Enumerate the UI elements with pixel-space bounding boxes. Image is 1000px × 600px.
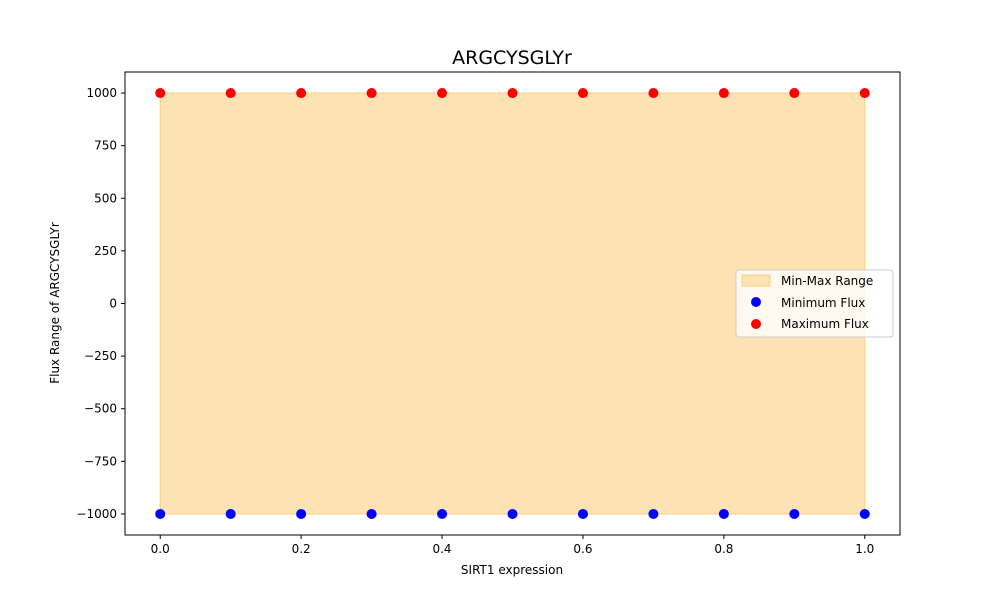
y-tick-label: 500 (94, 191, 117, 205)
minimum-flux-point (718, 508, 729, 519)
y-tick-label: 750 (94, 139, 117, 153)
legend-marker-maximum-flux (751, 319, 761, 329)
maximum-flux-point (507, 88, 518, 99)
y-tick-label: 0 (109, 297, 117, 311)
maximum-flux-point (366, 88, 377, 99)
y-tick-label: 1000 (86, 86, 117, 100)
x-tick-label: 0.6 (573, 542, 592, 556)
maximum-flux-point (577, 88, 588, 99)
chart-title: ARGCYSGLYr (452, 47, 572, 69)
maximum-flux-point (789, 88, 800, 99)
y-tick-label: 250 (94, 244, 117, 258)
y-axis-label: Flux Range of ARGCYSGLYr (48, 222, 62, 384)
legend: Min-Max Range Minimum Flux Maximum Flux (735, 269, 894, 338)
minimum-flux-point (296, 508, 307, 519)
y-tick-label: −250 (84, 349, 117, 363)
maximum-flux-point (718, 88, 729, 99)
y-tick-label: −1000 (76, 507, 117, 521)
x-tick-label: 0.8 (714, 542, 733, 556)
minimum-flux-point (155, 508, 166, 519)
y-tick-label: −500 (84, 402, 117, 416)
x-tick-label: 0.0 (151, 542, 170, 556)
minimum-flux-point (577, 508, 588, 519)
legend-label-minimum-flux: Minimum Flux (781, 296, 865, 310)
minimum-flux-point (437, 508, 448, 519)
maximum-flux-point (437, 88, 448, 99)
x-tick-label: 0.2 (292, 542, 311, 556)
x-tick-label: 1.0 (855, 542, 874, 556)
minimum-flux-point (225, 508, 236, 519)
minimum-flux-point (507, 508, 518, 519)
plot-area (155, 88, 870, 519)
legend-frame (735, 269, 894, 338)
axes: 0.0 0.2 0.4 0.6 0.8 1.0 −1000 −750 −500 −250 0 250 5… (76, 71, 901, 556)
maximum-flux-point (648, 88, 659, 99)
minimum-flux-point (859, 508, 870, 519)
x-tick-label: 0.4 (432, 542, 451, 556)
maximum-flux-point (296, 88, 307, 99)
minimum-flux-point (789, 508, 800, 519)
minimum-flux-point (366, 508, 377, 519)
legend-label-maximum-flux: Maximum Flux (781, 317, 869, 331)
y-tick-label: −750 (84, 454, 117, 468)
legend-swatch-min-max-range (741, 274, 771, 287)
legend-label-min-max-range: Min-Max Range (781, 274, 873, 288)
x-axis-label: SIRT1 expression (461, 563, 563, 577)
minimum-flux-point (648, 508, 659, 519)
legend-marker-minimum-flux (751, 297, 761, 307)
maximum-flux-point (225, 88, 236, 99)
maximum-flux-point (155, 88, 166, 99)
maximum-flux-point (859, 88, 870, 99)
